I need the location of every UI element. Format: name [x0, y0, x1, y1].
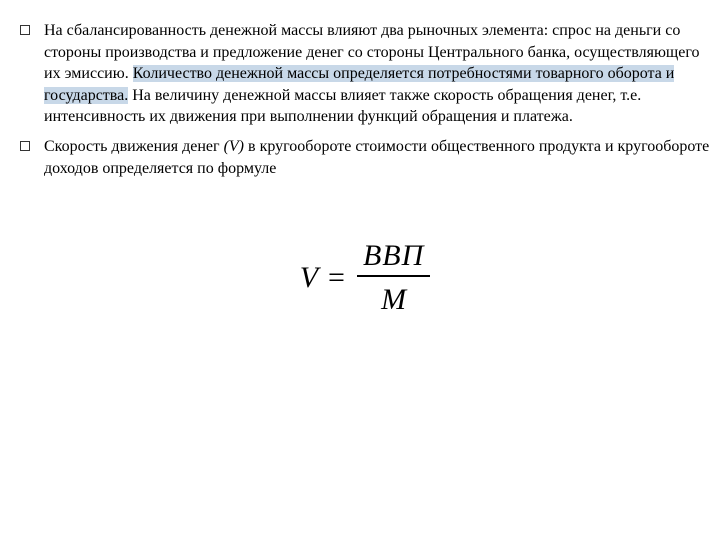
bullet-item-1: На сбалансированность денежной массы вли… [20, 20, 710, 128]
formula-denominator: M [375, 277, 412, 317]
paragraph-2: Скорость движения денег (V) в кругооборо… [44, 136, 710, 179]
bullet-marker-icon [20, 25, 30, 35]
formula-fraction: ВВП M [357, 239, 430, 317]
formula-numerator: ВВП [357, 239, 430, 275]
p2-italic-var: (V) [224, 138, 244, 155]
formula: V = ВВП M [300, 239, 431, 317]
paragraph-1: На сбалансированность денежной массы вли… [44, 20, 710, 128]
formula-equals: = [328, 261, 345, 295]
p1-text-3: На величину денежной массы влияет также … [44, 87, 641, 126]
bullet-marker-icon [20, 141, 30, 151]
p2-text-1: Скорость движения денег [44, 138, 224, 155]
bullet-item-2: Скорость движения денег (V) в кругооборо… [20, 136, 710, 179]
formula-container: V = ВВП M [20, 239, 710, 317]
formula-variable: V [300, 261, 318, 295]
